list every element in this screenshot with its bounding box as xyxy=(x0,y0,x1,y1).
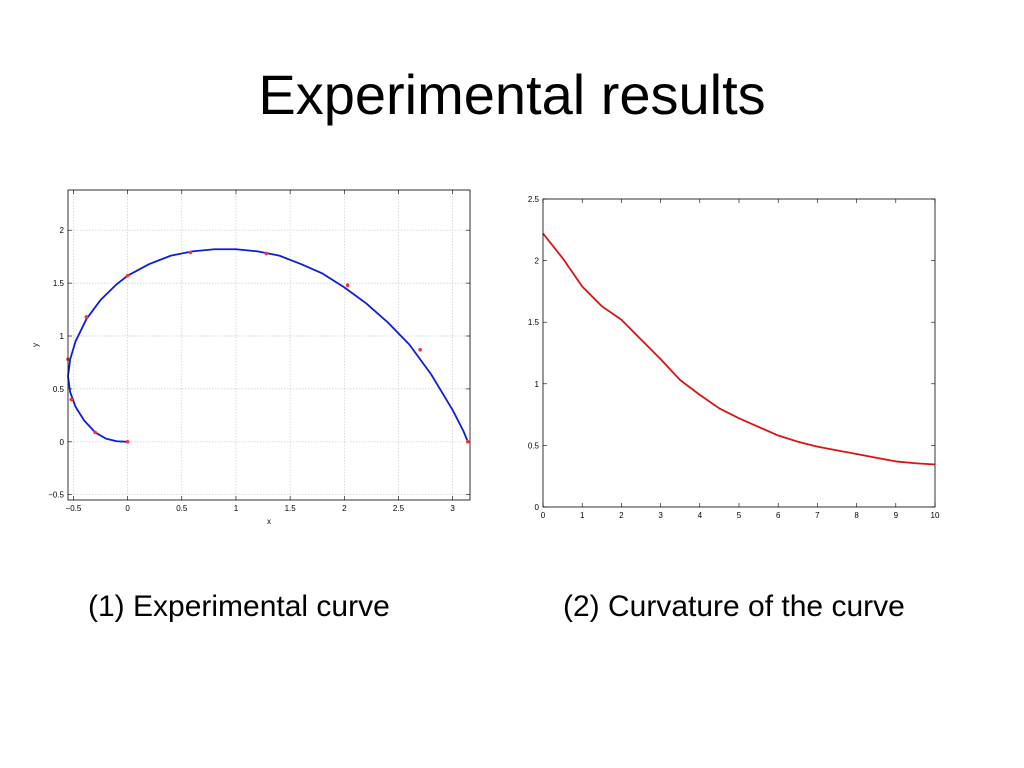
data-point-marker xyxy=(69,397,74,402)
y-tick-label: 0.5 xyxy=(53,385,65,394)
series-line xyxy=(67,248,469,443)
x-tick-label: 5 xyxy=(737,511,742,520)
plot-area xyxy=(543,199,935,507)
x-tick-label: −0.5 xyxy=(66,504,82,513)
y-tick-label: 2 xyxy=(60,226,65,235)
x-tick-label: 1 xyxy=(580,511,585,520)
data-point-marker xyxy=(418,347,422,352)
y-axis-label: y xyxy=(31,343,40,347)
x-tick-label: 2 xyxy=(342,504,347,513)
x-tick-label: 3 xyxy=(658,511,663,520)
experimental-curve-chart: −0.5 0 0.5 1 1.5 2 2.5 3 −0.5 0 0.5 1 1.5 2 x y xyxy=(31,189,471,526)
caption-experimental-curve: (1) Experimental curve xyxy=(88,590,390,623)
data-point-marker xyxy=(93,430,97,435)
x-tick-label: 1 xyxy=(234,504,239,513)
y-tick-label: 1 xyxy=(60,332,65,341)
x-tick-label: 0 xyxy=(125,504,130,513)
plot-frame xyxy=(67,189,471,501)
x-tick-label: 6 xyxy=(776,511,781,520)
y-tick-label: 1 xyxy=(535,380,540,389)
y-tick-label: 0.5 xyxy=(528,441,540,450)
y-tick-label: 0 xyxy=(535,503,540,512)
data-point-marker xyxy=(125,440,130,444)
data-point-marker xyxy=(466,440,470,444)
x-tick-label: 3 xyxy=(450,504,455,513)
series-line xyxy=(542,232,936,466)
data-point-marker xyxy=(345,283,350,288)
y-tick-label: 1.5 xyxy=(528,318,540,327)
y-tick-label: 2.5 xyxy=(528,195,540,204)
x-axis-label: x xyxy=(267,517,271,526)
data-point-marker xyxy=(188,250,193,255)
caption-curvature: (2) Curvature of the curve xyxy=(563,590,905,623)
x-tick-label: 8 xyxy=(854,511,859,520)
data-point-marker xyxy=(125,273,130,278)
y-tick-label: 1.5 xyxy=(53,279,65,288)
y-tick-label: −0.5 xyxy=(48,491,64,500)
plot-area xyxy=(68,190,470,500)
x-tick-label: 2 xyxy=(619,511,624,520)
y-tick-label: 2 xyxy=(535,257,540,266)
x-tick-label: 9 xyxy=(894,511,899,520)
x-tick-label: 1.5 xyxy=(285,504,297,513)
x-tick-label: 0 xyxy=(541,511,546,520)
data-point-marker xyxy=(264,251,269,256)
x-tick-label: 4 xyxy=(698,511,703,520)
data-point-marker xyxy=(84,315,89,319)
curvature-chart: 0 1 2 3 4 5 6 7 8 9 10 0 0.5 1 1.5 2 2.5 xyxy=(528,195,940,520)
x-tick-label: 7 xyxy=(815,511,820,520)
x-tick-label: 2.5 xyxy=(393,504,405,513)
slide-title: Experimental results xyxy=(258,63,766,126)
plot-frame xyxy=(542,198,936,508)
x-tick-label: 0.5 xyxy=(176,504,188,513)
x-tick-label: 10 xyxy=(931,511,940,520)
y-tick-label: 0 xyxy=(60,438,65,447)
